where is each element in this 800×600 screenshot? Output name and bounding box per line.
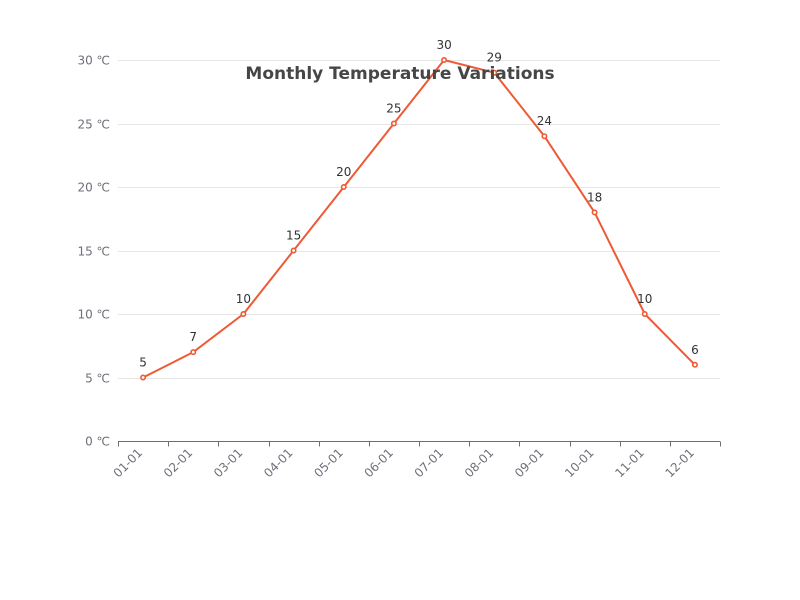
data-label: 29 — [487, 51, 502, 65]
data-point[interactable] — [240, 310, 247, 317]
y-tick-label: 20 ℃ — [77, 181, 110, 195]
x-tick-label: 10-01 — [562, 446, 597, 481]
x-tick-label: 02-01 — [161, 446, 196, 481]
data-label: 5 — [139, 356, 147, 370]
grid — [118, 60, 720, 379]
x-tick-label: 01-01 — [111, 446, 146, 481]
data-point[interactable] — [691, 361, 698, 368]
data-labels: 5 7 10 15 20 25 30 29 24 18 10 6 — [139, 38, 698, 370]
y-tick-label: 10 ℃ — [77, 308, 110, 322]
y-tick-label: 30 ℃ — [77, 54, 110, 68]
data-label: 10 — [236, 292, 251, 306]
series-line — [142, 59, 696, 379]
data-point[interactable] — [541, 133, 548, 140]
x-tick-label: 09-01 — [512, 446, 547, 481]
chart-title: Monthly Temperature Variations — [245, 64, 554, 84]
data-point[interactable] — [441, 56, 448, 63]
x-tick-label: 07-01 — [412, 446, 447, 481]
data-point[interactable] — [390, 120, 397, 127]
data-label: 7 — [189, 330, 197, 344]
data-point[interactable] — [140, 374, 147, 381]
data-label: 30 — [436, 38, 451, 52]
data-label: 20 — [336, 165, 351, 179]
y-tick-label: 25 ℃ — [77, 118, 110, 132]
x-tick-label: 04-01 — [261, 446, 296, 481]
data-point[interactable] — [190, 349, 197, 356]
y-tick-label: 15 ℃ — [77, 245, 110, 259]
data-label: 24 — [537, 114, 552, 128]
data-label: 15 — [286, 229, 301, 243]
data-point[interactable] — [290, 247, 297, 254]
x-tick-label: 08-01 — [462, 446, 497, 481]
x-tick-label: 11-01 — [612, 446, 647, 481]
data-point[interactable] — [340, 184, 347, 191]
series — [140, 56, 698, 381]
y-tick-label: 5 ℃ — [85, 372, 110, 386]
data-point[interactable] — [591, 209, 598, 216]
data-point[interactable] — [491, 69, 498, 76]
y-tick-label: 0 ℃ — [85, 435, 110, 449]
data-label: 6 — [691, 343, 699, 357]
x-tick-label: 03-01 — [211, 446, 246, 481]
data-label: 10 — [637, 292, 652, 306]
x-tick-label: 05-01 — [311, 446, 346, 481]
data-point[interactable] — [641, 310, 648, 317]
x-tick-label: 06-01 — [361, 446, 396, 481]
data-label: 18 — [587, 190, 602, 204]
x-tick-label: 12-01 — [662, 446, 697, 481]
data-label: 25 — [386, 102, 401, 116]
